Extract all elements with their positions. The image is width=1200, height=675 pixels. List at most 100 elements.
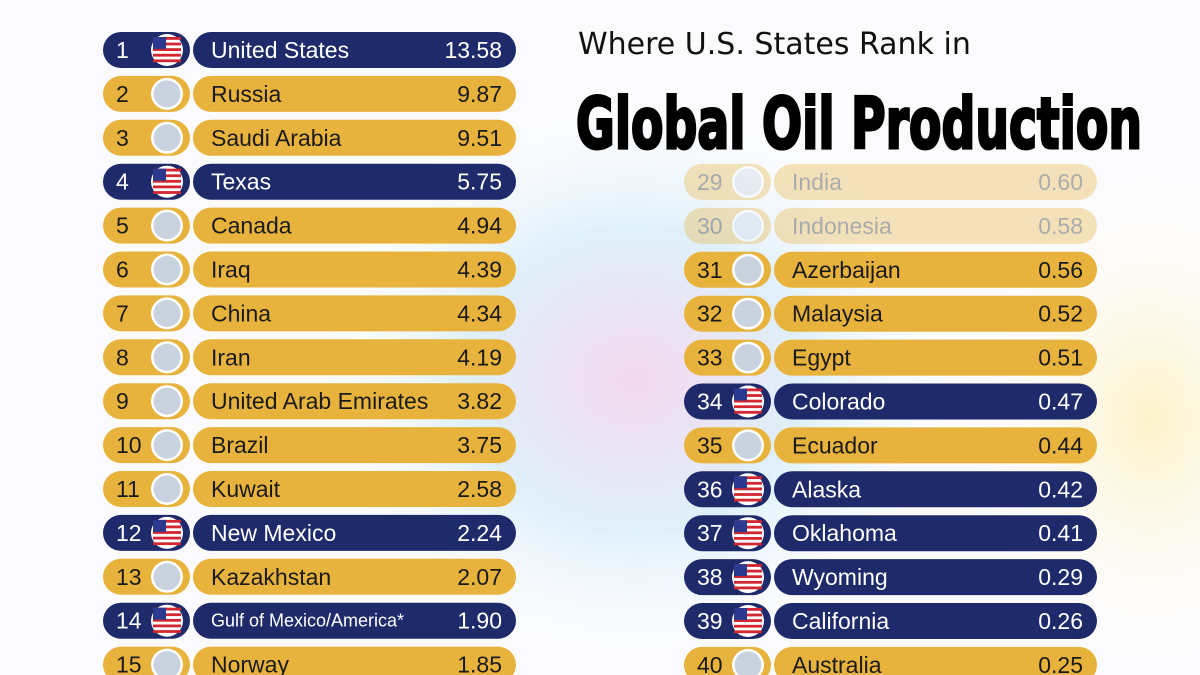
- rank: 6: [116, 257, 129, 283]
- production-value: 0.25: [1038, 652, 1083, 675]
- production-value: 1.85: [457, 652, 502, 675]
- row: 11 Kuwait 2.58: [103, 471, 516, 507]
- flag-stripe: [734, 388, 762, 392]
- row: 36 Alaska 0.42: [684, 471, 1097, 508]
- row: 39 California 0.26: [684, 603, 1097, 639]
- rank: 38: [697, 564, 723, 590]
- production-value: 0.58: [1038, 213, 1083, 239]
- country-pill: [193, 119, 516, 156]
- country-name: Brazil: [211, 432, 269, 458]
- flag: [153, 387, 181, 415]
- flag-stripe: [153, 624, 181, 628]
- country-name: Gulf of Mexico/America*: [211, 611, 404, 631]
- rank: 15: [116, 652, 142, 675]
- country-name: Wyoming: [792, 564, 888, 590]
- production-value: 2.24: [457, 520, 502, 546]
- flag-stripe: [153, 179, 181, 183]
- flag: [153, 431, 181, 459]
- country-pill: [193, 207, 516, 244]
- rank-pill: [684, 207, 771, 244]
- row: 3 Saudi Arabia 9.51: [103, 119, 516, 156]
- country-name: United States: [211, 37, 349, 63]
- flag: [734, 168, 762, 196]
- row: 31 Azerbaijan 0.56: [684, 251, 1097, 288]
- flag: [734, 212, 762, 240]
- production-value: 0.44: [1038, 432, 1083, 458]
- production-value: 0.56: [1038, 257, 1083, 283]
- flag-stripe: [734, 498, 762, 502]
- country-name: Alaska: [792, 476, 861, 502]
- flag-border: [732, 209, 764, 242]
- flag-stripe: [734, 493, 762, 496]
- country-name: Canada: [211, 213, 292, 239]
- production-value: 0.47: [1038, 389, 1083, 415]
- flag-stripe: [153, 607, 181, 611]
- production-value: 5.75: [457, 169, 502, 195]
- flag-stripe: [734, 537, 762, 540]
- production-value: 2.58: [457, 476, 502, 502]
- country-name: Iran: [211, 344, 251, 370]
- flag: [153, 299, 181, 327]
- flag: [734, 300, 762, 328]
- country-pill: [774, 164, 1097, 200]
- flag-stripe: [153, 59, 181, 63]
- flag-stripe: [153, 618, 181, 622]
- flag: [734, 431, 762, 459]
- country-pill: [774, 295, 1097, 332]
- row: 12 New Mexico 2.24: [103, 514, 516, 551]
- flag-stripe: [734, 608, 762, 611]
- rank: 14: [116, 608, 142, 634]
- country-pill: [193, 339, 516, 376]
- flag-stripe: [153, 519, 181, 523]
- rank: 31: [697, 257, 723, 283]
- row: 38 Wyoming 0.29: [684, 559, 1097, 596]
- flag-stripe: [734, 520, 762, 523]
- row: 35 Ecuador 0.44: [684, 427, 1097, 464]
- flag: [153, 475, 181, 503]
- country-pill: [193, 471, 516, 507]
- country-name: Kuwait: [211, 476, 281, 502]
- flag-border: [732, 166, 764, 198]
- flag-stripe: [153, 168, 181, 172]
- production-value: 9.51: [457, 125, 502, 151]
- flag: [153, 80, 181, 108]
- flag: [734, 344, 762, 372]
- row: 13 Kazakhstan 2.07: [103, 558, 516, 595]
- rank: 35: [697, 432, 723, 458]
- flag-stripe: [734, 580, 762, 584]
- country-pill: [774, 251, 1097, 288]
- flag-stripe: [734, 525, 762, 529]
- country-name: United Arab Emirates: [211, 388, 428, 414]
- rank: 5: [116, 213, 129, 239]
- country-pill: [193, 251, 516, 288]
- rank: 32: [697, 301, 723, 327]
- row: 33 Egypt 0.51: [684, 339, 1097, 376]
- flag-stripe: [734, 569, 762, 573]
- country-pill: [774, 559, 1097, 596]
- production-value: 3.75: [457, 432, 502, 458]
- row: 32 Malaysia 0.52: [684, 295, 1097, 332]
- flag-stripe: [734, 476, 762, 480]
- country-name: Egypt: [792, 345, 851, 371]
- title-line2: Global Oil Production: [576, 83, 1142, 165]
- rank: 3: [116, 125, 129, 151]
- row: 30 Indonesia 0.58: [684, 207, 1097, 244]
- flag-stripe: [734, 586, 762, 590]
- row: 6 Iraq 4.39: [103, 251, 516, 288]
- rank: 40: [697, 652, 723, 675]
- country-name: Saudi Arabia: [211, 125, 342, 151]
- flag-canton: [734, 520, 747, 533]
- production-value: 4.94: [457, 213, 502, 239]
- country-pill: [774, 646, 1097, 675]
- row: 4 Texas 5.75: [103, 163, 516, 200]
- flag-stripe: [734, 564, 762, 567]
- country-pill: [774, 339, 1097, 376]
- flag: [153, 651, 181, 675]
- flag: [153, 563, 181, 591]
- country-pill: [774, 427, 1097, 464]
- country-name: Malaysia: [792, 301, 883, 327]
- country-name: Norway: [211, 652, 289, 675]
- production-value: 0.42: [1038, 476, 1083, 502]
- rank: 10: [116, 432, 142, 458]
- flag: [734, 256, 762, 284]
